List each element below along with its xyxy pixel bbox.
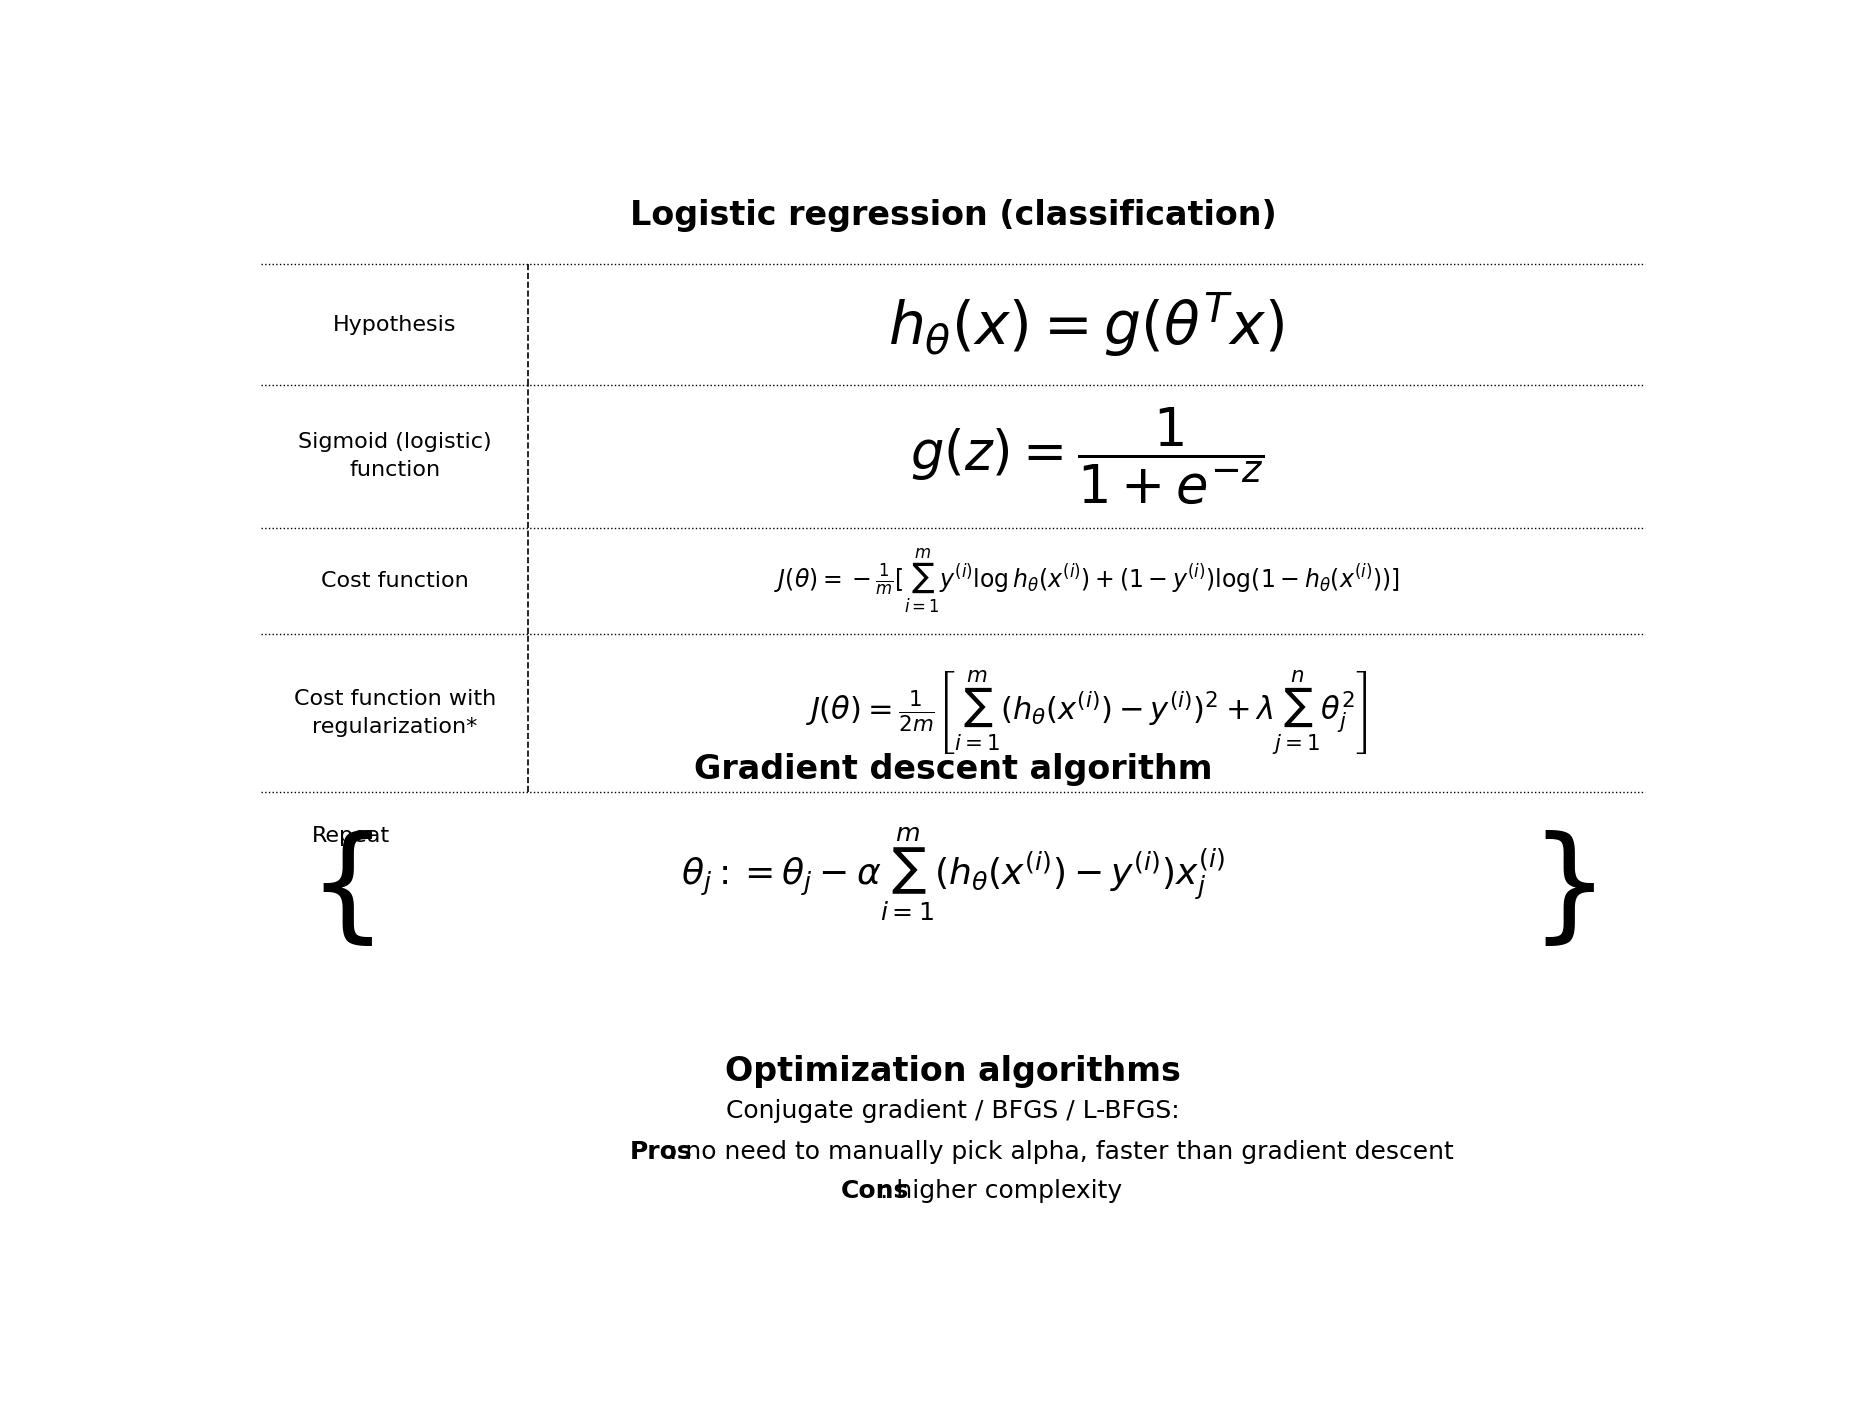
Text: Cost function: Cost function — [320, 572, 469, 592]
Text: : higher complexity: : higher complexity — [880, 1179, 1122, 1204]
Text: Pros: no need to manually pick alpha, faster than gradient descent: Pros: no need to manually pick alpha, fa… — [534, 1139, 1373, 1164]
Text: Hypothesis: Hypothesis — [333, 315, 456, 335]
Text: Gradient descent algorithm: Gradient descent algorithm — [694, 753, 1213, 786]
Text: $g(z) = \dfrac{1}{1+e^{-z}}$: $g(z) = \dfrac{1}{1+e^{-z}}$ — [910, 406, 1263, 506]
Text: $J(\theta) = -\frac{1}{m}[\sum_{i=1}^{m} y^{(i)} \log h_\theta(x^{(i)}) + (1 - y: $J(\theta) = -\frac{1}{m}[\sum_{i=1}^{m}… — [774, 548, 1399, 616]
Text: Conjugate gradient / BFGS / L-BFGS:: Conjugate gradient / BFGS / L-BFGS: — [727, 1099, 1179, 1122]
Text: $h_\theta(x) = g(\theta^T x)$: $h_\theta(x) = g(\theta^T x)$ — [889, 291, 1285, 359]
Text: Logistic regression (classification): Logistic regression (classification) — [631, 198, 1276, 231]
Text: Sigmoid (logistic)
function: Sigmoid (logistic) function — [298, 432, 491, 481]
Text: Repeat: Repeat — [312, 827, 391, 847]
Text: Optimization algorithms: Optimization algorithms — [725, 1055, 1181, 1088]
Text: Cost function with
regularization*: Cost function with regularization* — [294, 689, 497, 737]
Text: Cons: Cons — [841, 1179, 910, 1204]
Text: : no need to manually pick alpha, faster than gradient descent: : no need to manually pick alpha, faster… — [670, 1139, 1455, 1164]
Text: $\theta_j := \theta_j - \alpha \sum_{i=1}^{m} (h_\theta(x^{(i)}) - y^{(i)})x_j^{: $\theta_j := \theta_j - \alpha \sum_{i=1… — [681, 826, 1226, 923]
Text: $\{$: $\{$ — [307, 830, 374, 951]
Text: $J(\theta) = \frac{1}{2m} \left[\sum_{i=1}^{m} (h_\theta(x^{(i)}) - y^{(i)})^2 +: $J(\theta) = \frac{1}{2m} \left[\sum_{i=… — [805, 669, 1369, 757]
Text: $\}$: $\}$ — [1529, 830, 1594, 951]
Text: Pros: Pros — [631, 1139, 692, 1164]
